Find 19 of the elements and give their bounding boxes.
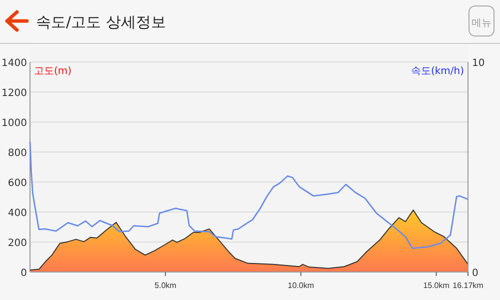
y-tick-label: 800	[8, 148, 27, 159]
x-tick-label: 15.0km	[423, 281, 450, 290]
y2-tick-label: 0	[472, 268, 478, 279]
y-tick-label: 0	[20, 268, 27, 279]
y-tick-label: 1000	[2, 118, 27, 129]
y2-tick-label: 10	[472, 58, 485, 69]
x-tick-label: 10.0km	[288, 281, 314, 290]
chart-title: 속도/고도 상세정보	[36, 13, 166, 31]
line-series	[29, 141, 469, 249]
y-tick-label: 1200	[2, 88, 27, 99]
text: 메뉴	[472, 18, 492, 29]
x-tick-label: 16.17km	[452, 281, 484, 290]
y-tick-label: 200	[8, 238, 27, 249]
y-tick-label: 400	[8, 208, 27, 219]
y-tick-label: 600	[8, 178, 27, 189]
x-tick-label: 5.0km	[154, 281, 177, 290]
y2-axis-title: 속도(km/h)	[410, 66, 464, 77]
y-axis-title: 고도(m)	[34, 66, 72, 77]
y-tick-label: 1400	[2, 58, 27, 69]
